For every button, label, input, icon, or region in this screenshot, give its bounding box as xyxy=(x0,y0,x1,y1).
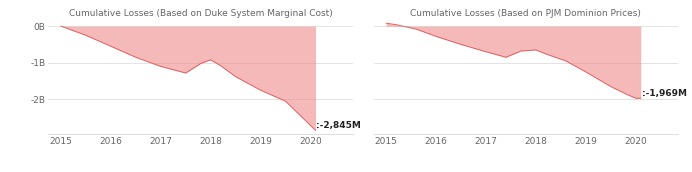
Title: Cumulative Losses (Based on PJM Dominion Prices): Cumulative Losses (Based on PJM Dominion… xyxy=(410,9,641,18)
Text: :-2,845M: :-2,845M xyxy=(316,121,361,130)
Text: :-1,969M: :-1,969M xyxy=(641,89,686,98)
Title: Cumulative Losses (Based on Duke System Marginal Cost): Cumulative Losses (Based on Duke System … xyxy=(69,9,333,18)
